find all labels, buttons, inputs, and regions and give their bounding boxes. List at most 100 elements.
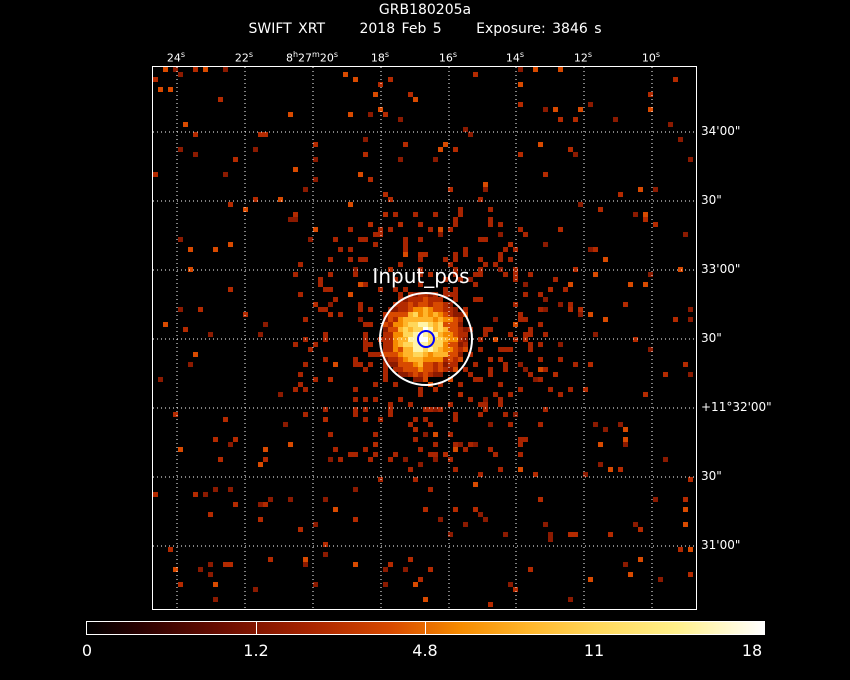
photon-pixel [553, 107, 558, 112]
photon-pixel [313, 177, 318, 182]
photon-pixel [433, 387, 438, 392]
photon-pixel [543, 307, 548, 312]
photon-pixel [488, 422, 493, 427]
photon-pixel [353, 412, 358, 417]
photon-pixel [678, 267, 683, 272]
photon-pixel [448, 292, 453, 297]
photon-pixel [408, 327, 413, 332]
photon-pixel [228, 202, 233, 207]
photon-pixel [498, 382, 503, 387]
photon-pixel [478, 197, 483, 202]
photon-pixel [443, 367, 448, 372]
photon-pixel [538, 292, 543, 297]
photon-pixel [478, 272, 483, 277]
photon-pixel [458, 317, 463, 322]
photon-pixel [383, 327, 388, 332]
photon-pixel [388, 357, 393, 362]
photon-pixel [423, 347, 428, 352]
photon-pixel [428, 322, 433, 327]
photon-pixel [438, 302, 443, 307]
photon-pixel [403, 252, 408, 257]
photon-pixel [683, 362, 688, 367]
photon-pixel [423, 292, 428, 297]
photon-pixel [623, 442, 628, 447]
photon-pixel [593, 422, 598, 427]
photon-pixel [418, 292, 423, 297]
photon-pixel [353, 267, 358, 272]
photon-pixel [398, 262, 403, 267]
photon-pixel [413, 332, 418, 337]
photon-pixel [443, 352, 448, 357]
photon-pixel [373, 397, 378, 402]
photon-pixel [438, 367, 443, 372]
photon-pixel [433, 432, 438, 437]
photon-pixel [393, 277, 398, 282]
photon-pixel [513, 267, 518, 272]
photon-pixel [263, 322, 268, 327]
photon-pixel [688, 372, 693, 377]
photon-pixel [453, 332, 458, 337]
photon-pixel [408, 312, 413, 317]
photon-pixel [338, 457, 343, 462]
photon-pixel [398, 332, 403, 337]
photon-pixel [293, 167, 298, 172]
photon-pixel [528, 272, 533, 277]
photon-pixel [303, 562, 308, 567]
photon-pixel [393, 287, 398, 292]
photon-pixel [323, 307, 328, 312]
photon-pixel [453, 147, 458, 152]
photon-pixel [428, 407, 433, 412]
photon-pixel [443, 317, 448, 322]
photon-pixel [393, 342, 398, 347]
photon-pixel [348, 202, 353, 207]
photon-pixel [473, 377, 478, 382]
photon-pixel [453, 417, 458, 422]
photon-pixel [428, 352, 433, 357]
photon-pixel [388, 327, 393, 332]
photon-pixel [573, 532, 578, 537]
photon-pixel [638, 187, 643, 192]
photon-pixel [428, 327, 433, 332]
photon-pixel [468, 442, 473, 447]
photon-pixel [408, 347, 413, 352]
photon-pixel [358, 282, 363, 287]
photon-pixel [463, 127, 468, 132]
photon-pixel [443, 302, 448, 307]
photon-pixel [488, 447, 493, 452]
photon-pixel [548, 537, 553, 542]
photon-pixel [363, 322, 368, 327]
photon-pixel [393, 312, 398, 317]
photon-pixel [313, 522, 318, 527]
photon-pixel [478, 402, 483, 407]
photon-pixel [313, 302, 318, 307]
photon-pixel [583, 472, 588, 477]
photon-pixel [423, 407, 428, 412]
photon-pixel [453, 312, 458, 317]
photon-pixel [163, 67, 168, 72]
photon-pixel [488, 367, 493, 372]
photon-pixel [503, 272, 508, 277]
photon-pixel [188, 362, 193, 367]
photon-pixel [683, 497, 688, 502]
photon-pixel [478, 512, 483, 517]
photon-pixel [448, 302, 453, 307]
photon-pixel [648, 347, 653, 352]
photon-pixel [213, 582, 218, 587]
photon-pixel [413, 302, 418, 307]
photon-pixel [393, 357, 398, 362]
photon-pixel [433, 362, 438, 367]
photon-pixel [353, 387, 358, 392]
colorbar-label: 1.2 [243, 641, 269, 660]
photon-pixel [373, 452, 378, 457]
photon-pixel [483, 262, 488, 267]
photon-pixel [508, 392, 513, 397]
photon-pixel [688, 307, 693, 312]
photon-pixel [508, 257, 513, 262]
photon-pixel [498, 267, 503, 272]
photon-pixel [403, 457, 408, 462]
photon-pixel [423, 377, 428, 382]
photon-pixel [448, 327, 453, 332]
photon-pixel [423, 417, 428, 422]
photon-pixel [488, 602, 493, 607]
photon-pixel [408, 337, 413, 342]
